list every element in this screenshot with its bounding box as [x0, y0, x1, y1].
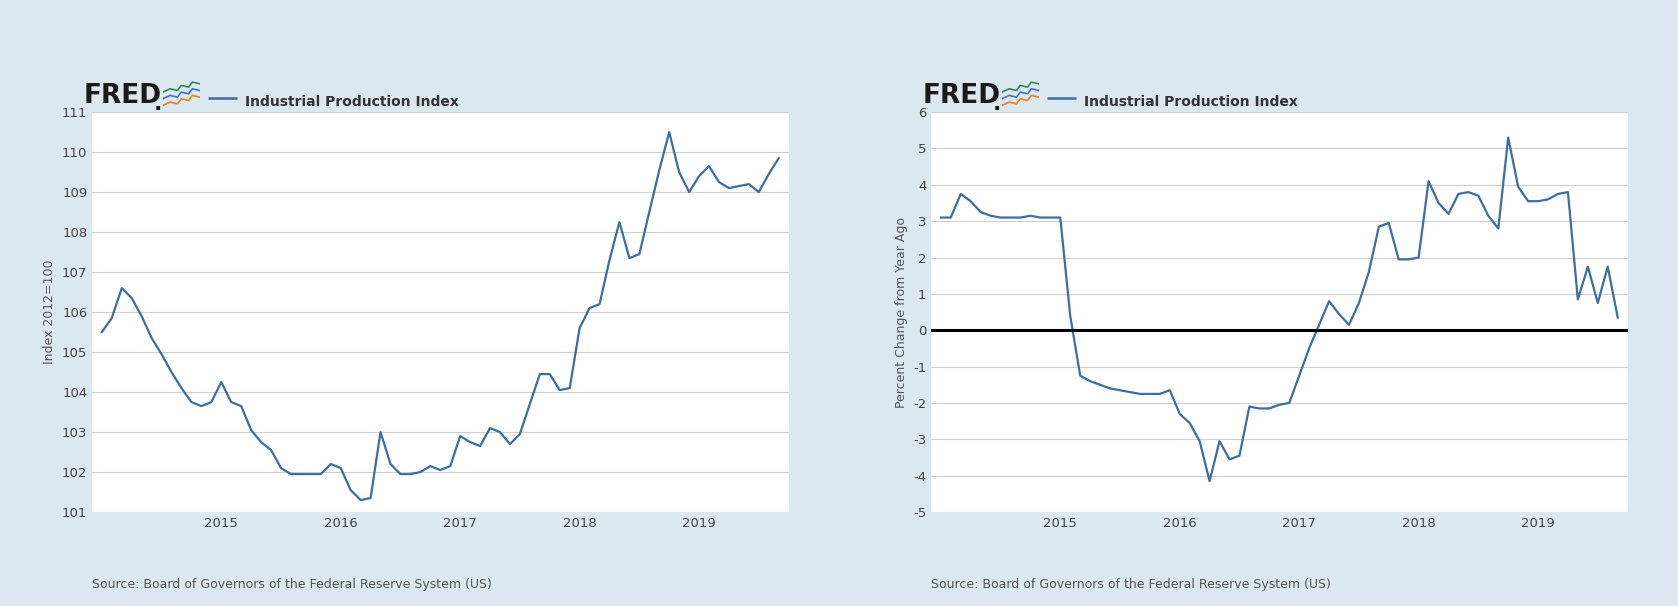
Text: FRED: FRED	[84, 83, 163, 109]
Y-axis label: Percent Change from Year Ago: Percent Change from Year Ago	[894, 216, 908, 408]
Text: Industrial Production Index: Industrial Production Index	[1084, 95, 1297, 109]
Text: Source: Board of Governors of the Federal Reserve System (US): Source: Board of Governors of the Federa…	[931, 578, 1331, 591]
Text: .: .	[154, 94, 161, 114]
Text: Source: Board of Governors of the Federal Reserve System (US): Source: Board of Governors of the Federa…	[92, 578, 492, 591]
Text: .: .	[993, 94, 1000, 114]
Text: Industrial Production Index: Industrial Production Index	[245, 95, 458, 109]
Y-axis label: Index 2012=100: Index 2012=100	[44, 260, 57, 364]
Text: FRED: FRED	[923, 83, 1002, 109]
